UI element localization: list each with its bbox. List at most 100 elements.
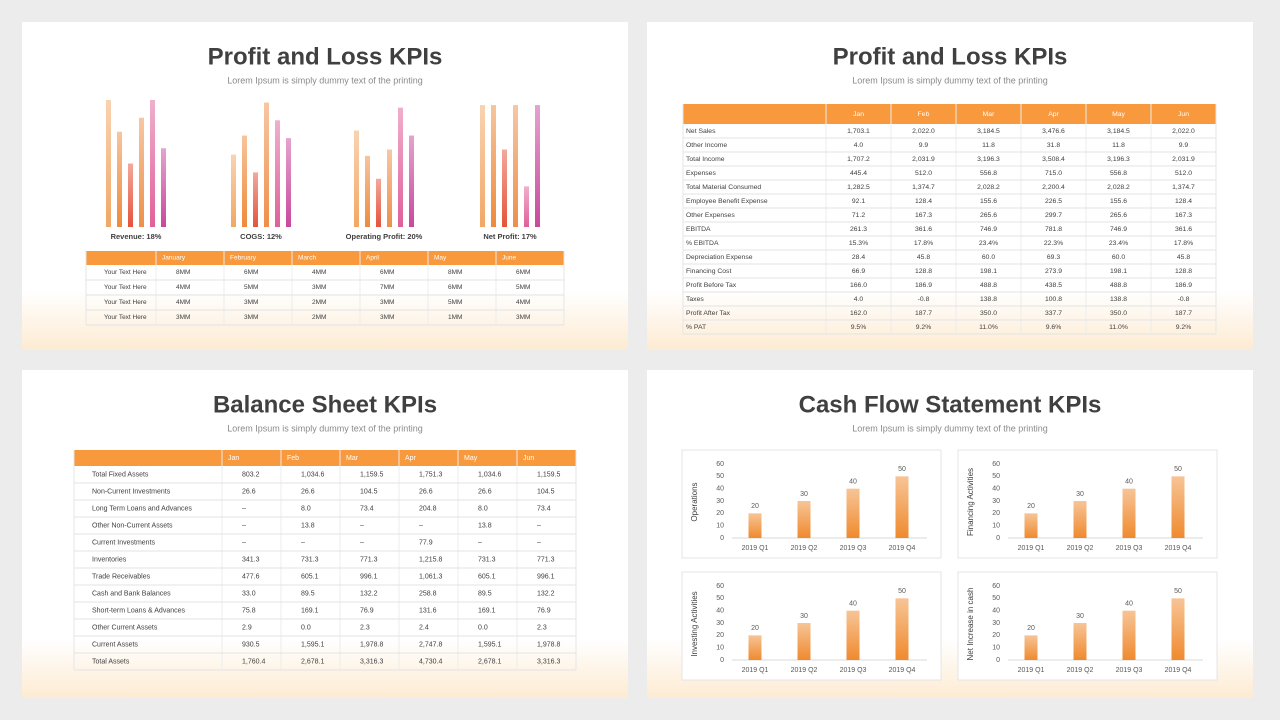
bar bbox=[1171, 476, 1185, 538]
table-cell: 167.3 bbox=[1175, 212, 1192, 219]
table-row-label: Your Text Here bbox=[104, 299, 147, 306]
table-cell: 7MM bbox=[380, 284, 394, 291]
y-tick-label: 60 bbox=[716, 461, 724, 468]
table-cell: 350.0 bbox=[980, 310, 997, 317]
data-label: 20 bbox=[751, 503, 759, 510]
y-tick-label: 30 bbox=[992, 620, 1000, 627]
table-cell: 2,031.9 bbox=[912, 156, 935, 163]
bar bbox=[275, 120, 280, 227]
table-cell: 3MM bbox=[380, 314, 394, 321]
chart-label: Revenue: 18% bbox=[111, 232, 162, 241]
y-tick-label: 0 bbox=[720, 657, 724, 664]
bar bbox=[253, 172, 258, 227]
x-tick-label: 2019 Q2 bbox=[1067, 545, 1094, 552]
table-cell: 488.8 bbox=[1110, 282, 1127, 289]
bar bbox=[846, 610, 860, 660]
y-tick-label: 30 bbox=[992, 498, 1000, 505]
table-header-cell: May bbox=[1112, 111, 1125, 118]
table-row-label: Long Term Loans and Advances bbox=[92, 505, 192, 512]
bar bbox=[365, 155, 370, 227]
table-cell: 186.9 bbox=[915, 282, 932, 289]
table-header-cell: Mar bbox=[983, 111, 995, 118]
table-cell: 438.5 bbox=[1045, 282, 1062, 289]
y-tick-label: 30 bbox=[716, 620, 724, 627]
table-cell: 3MM bbox=[516, 314, 530, 321]
table-cell: 76.9 bbox=[537, 607, 551, 614]
table-row-label: Total Income bbox=[686, 156, 725, 163]
bar bbox=[797, 623, 811, 660]
slide-subtitle: Lorem Ipsum is simply dummy text of the … bbox=[227, 423, 423, 433]
y-tick-label: 30 bbox=[716, 498, 724, 505]
bar bbox=[797, 501, 811, 538]
y-tick-label: 20 bbox=[992, 510, 1000, 517]
table-cell: 22.3% bbox=[1044, 240, 1063, 247]
table-cell: 6MM bbox=[244, 269, 258, 276]
y-tick-label: 40 bbox=[992, 608, 1000, 615]
table-cell: 92.1 bbox=[852, 198, 865, 205]
y-tick-label: 20 bbox=[992, 632, 1000, 639]
table-cell: 13.8 bbox=[478, 522, 492, 529]
table-cell: 11.8 bbox=[982, 142, 995, 149]
chart-label: Operating Profit: 20% bbox=[346, 232, 423, 241]
bar bbox=[139, 117, 144, 227]
slide-subtitle: Lorem Ipsum is simply dummy text of the … bbox=[852, 423, 1048, 433]
y-tick-label: 10 bbox=[716, 523, 724, 530]
x-tick-label: 2019 Q4 bbox=[889, 667, 916, 674]
table-cell: 100.8 bbox=[1045, 296, 1062, 303]
table-cell: 17.8% bbox=[914, 240, 933, 247]
table-cell: 265.6 bbox=[1110, 212, 1127, 219]
table-cell: – bbox=[419, 522, 423, 529]
table-cell: -0.8 bbox=[1178, 296, 1190, 303]
table-cell: 3MM bbox=[312, 284, 326, 291]
table-cell: 2,022.0 bbox=[912, 128, 935, 135]
table-row-label: Your Text Here bbox=[104, 284, 147, 291]
table-cell: 771.3 bbox=[360, 556, 378, 563]
y-tick-label: 10 bbox=[992, 645, 1000, 652]
table-cell: 361.6 bbox=[915, 226, 932, 233]
data-label: 20 bbox=[1027, 503, 1035, 510]
table-cell: 477.6 bbox=[242, 573, 260, 580]
table-cell: – bbox=[537, 539, 541, 546]
table-cell: 996.1 bbox=[360, 573, 378, 580]
table-cell: 605.1 bbox=[478, 573, 496, 580]
table-cell: 69.3 bbox=[1047, 254, 1060, 261]
table-cell: 996.1 bbox=[537, 573, 555, 580]
x-tick-label: 2019 Q2 bbox=[791, 545, 818, 552]
table-header-cell: January bbox=[162, 255, 186, 262]
bar bbox=[502, 149, 507, 227]
table-cell: 155.6 bbox=[1110, 198, 1127, 205]
table-cell: 26.6 bbox=[419, 488, 433, 495]
table-cell: 445.4 bbox=[850, 170, 867, 177]
table-cell: 28.4 bbox=[852, 254, 865, 261]
table-cell: 9.2% bbox=[1176, 324, 1192, 331]
table-row-label: Total Assets bbox=[92, 658, 130, 665]
table-row-label: % EBITDA bbox=[686, 240, 719, 247]
x-tick-label: 2019 Q1 bbox=[742, 667, 769, 674]
table-cell: 104.5 bbox=[537, 488, 555, 495]
bar bbox=[286, 138, 291, 227]
chart-label: COGS: 12% bbox=[240, 232, 282, 241]
table-cell: 1,978.8 bbox=[537, 641, 560, 648]
bar bbox=[1122, 610, 1136, 660]
y-tick-label: 50 bbox=[992, 473, 1000, 480]
data-label: 20 bbox=[751, 625, 759, 632]
table-cell: 258.8 bbox=[419, 590, 437, 597]
table-cell: 5MM bbox=[448, 299, 462, 306]
table-cell: 299.7 bbox=[1045, 212, 1062, 219]
table-row-label: Taxes bbox=[686, 296, 704, 303]
table-row-label: Non-Current Investments bbox=[92, 488, 171, 495]
table-cell: 73.4 bbox=[537, 505, 551, 512]
table-cell: 2.3 bbox=[537, 624, 547, 631]
table-row-label: Total Fixed Assets bbox=[92, 471, 149, 478]
table-cell: 605.1 bbox=[301, 573, 319, 580]
y-tick-label: 10 bbox=[992, 523, 1000, 530]
bar bbox=[535, 105, 540, 227]
table-cell: 2MM bbox=[312, 299, 326, 306]
table-cell: 6MM bbox=[380, 269, 394, 276]
x-tick-label: 2019 Q3 bbox=[1116, 545, 1143, 552]
table-row-label: Short-term Loans & Advances bbox=[92, 607, 185, 614]
table-cell: 23.4% bbox=[1109, 240, 1128, 247]
table-cell: 512.0 bbox=[915, 170, 932, 177]
table-header-cell: Feb bbox=[918, 111, 930, 118]
table-cell: 3MM bbox=[244, 314, 258, 321]
